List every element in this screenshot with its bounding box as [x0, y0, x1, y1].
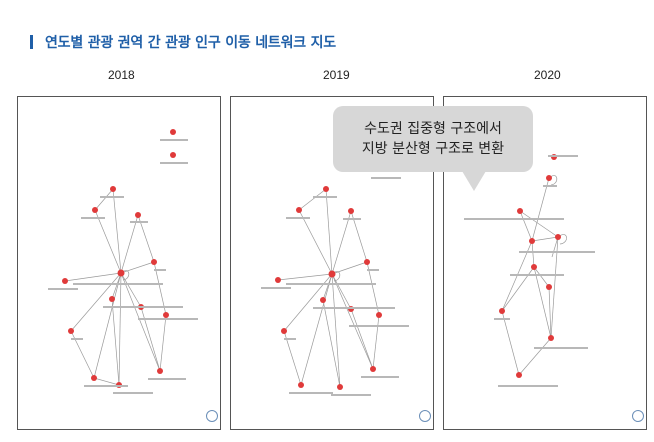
year-label-2018: 2018	[108, 68, 135, 82]
year-label-2019: 2019	[323, 68, 350, 82]
page-title: 연도별 관광 권역 간 관광 인구 이동 네트워크 지도	[45, 35, 336, 51]
network-graph-2020	[464, 154, 595, 387]
network-map-2018	[17, 96, 221, 430]
compass-icon	[632, 410, 644, 422]
callout-tail	[462, 171, 486, 191]
section-heading: 연도별 관광 권역 간 관광 인구 이동 네트워크 지도	[30, 32, 336, 52]
compass-icon	[206, 410, 218, 422]
callout-line-2: 지방 분산형 구조로 변환	[361, 141, 505, 157]
year-label-2020: 2020	[534, 68, 561, 82]
heading-bar	[30, 35, 33, 49]
network-graph-2018	[48, 129, 198, 394]
callout-bubble: 수도권 집중형 구조에서 지방 분산형 구조로 변환	[333, 106, 533, 172]
network-graph-2019	[261, 177, 409, 396]
compass-icon	[419, 410, 431, 422]
callout-line-1: 수도권 집중형 구조에서	[364, 121, 502, 137]
